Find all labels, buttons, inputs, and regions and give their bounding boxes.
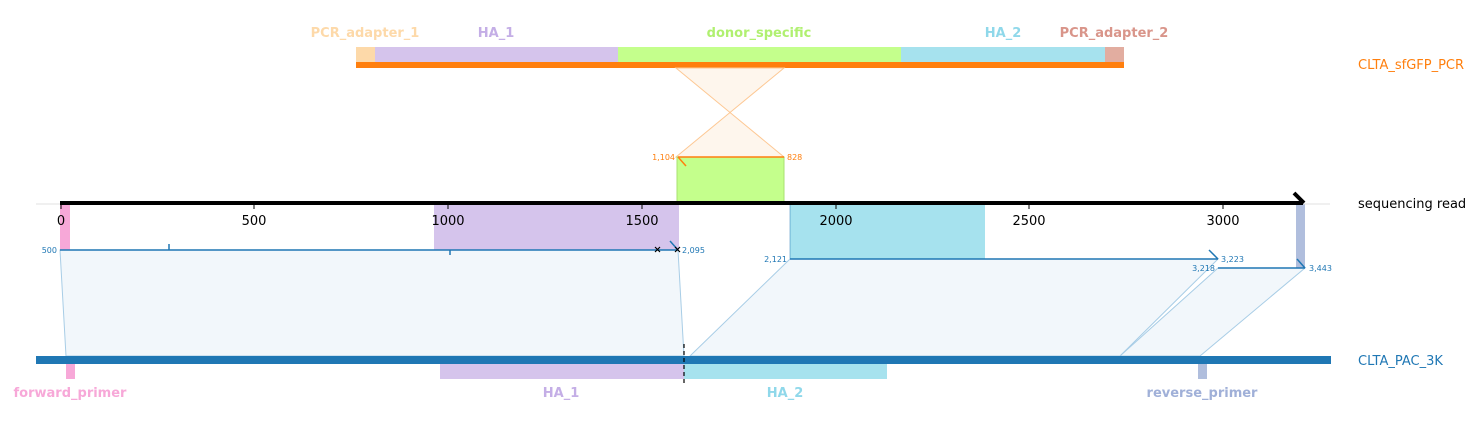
read-feature-ha-2 bbox=[790, 204, 985, 259]
ref-read-alignments: 500 2,095 2,121 3,223 3,218 3,443 bbox=[42, 240, 1332, 357]
read-axis-tick-label: 1500 bbox=[625, 214, 658, 229]
ref-alignment-start-label-1: 500 bbox=[42, 246, 57, 255]
pcr-read-alignment: 1,104 828 bbox=[652, 67, 802, 204]
pcr-alignment-shade bbox=[674, 67, 786, 114]
ref-track-group: forward_primer HA_1 HA_2 reverse_primer … bbox=[14, 344, 1443, 401]
pcr-track-group: PCR_adapter_1 HA_1 donor_specific HA_2 P… bbox=[311, 26, 1464, 73]
ref-alignment-start-label-2: 2,121 bbox=[764, 255, 787, 264]
read-feature-forward-primer bbox=[60, 204, 70, 250]
ref-alignment-end-label-1: 2,095 bbox=[682, 246, 705, 255]
read-axis-tick-label: 500 bbox=[242, 214, 267, 229]
read-direction-arrow-icon bbox=[1292, 191, 1306, 205]
read-axis-tick-label: 1000 bbox=[431, 214, 464, 229]
ref-alignment-start-label-3: 3,218 bbox=[1192, 264, 1215, 273]
ref-feature-forward-primer bbox=[66, 364, 75, 379]
ref-track-name: CLTA_PAC_3K bbox=[1358, 354, 1443, 369]
read-axis: 0 500 1000 1500 2000 2500 3000 sequencin… bbox=[36, 191, 1466, 229]
pcr-feature-pcr-adapter-2 bbox=[1105, 47, 1124, 62]
pcr-feature-label-pcr-adapter-1: PCR_adapter_1 bbox=[311, 26, 420, 41]
read-feature-donor-specific bbox=[676, 156, 785, 204]
ref-alignment-end-label-3: 3,443 bbox=[1309, 264, 1332, 273]
ref-alignment-arrow-icon-3 bbox=[1296, 258, 1306, 269]
pcr-alignment-arrow-icon bbox=[677, 156, 687, 167]
ref-feature-label-reverse-primer: reverse_primer bbox=[1147, 386, 1259, 401]
ref-alignment-arrow-icon-2 bbox=[1208, 249, 1219, 260]
read-axis-tick-label: 0 bbox=[57, 214, 65, 229]
ref-feature-ha-2 bbox=[684, 364, 887, 379]
mismatch-x-icon-1 bbox=[654, 246, 661, 253]
read-axis-ticks bbox=[60, 204, 1224, 209]
ref-feature-label-forward-primer: forward_primer bbox=[14, 386, 128, 401]
ref-alignment-end-label-2: 3,223 bbox=[1221, 255, 1244, 264]
pcr-alignment-end-label: 828 bbox=[787, 153, 802, 162]
pcr-feature-donor-specific bbox=[618, 47, 901, 62]
ref-feature-ha-1 bbox=[440, 364, 684, 379]
pcr-alignment-start-label: 1,104 bbox=[652, 153, 675, 162]
pcr-feature-label-donor-specific: donor_specific bbox=[707, 26, 812, 41]
read-track-name: sequencing read bbox=[1358, 197, 1466, 212]
mismatch-x-icon-2 bbox=[674, 246, 681, 253]
pcr-feature-ha-2 bbox=[901, 47, 1105, 62]
pcr-feature-label-ha-1: HA_1 bbox=[478, 26, 515, 41]
read-feature-reverse-primer bbox=[1296, 204, 1305, 268]
pcr-feature-ha-1 bbox=[375, 47, 618, 62]
pcr-feature-label-pcr-adapter-2: PCR_adapter_2 bbox=[1060, 26, 1169, 41]
read-features bbox=[60, 204, 1305, 268]
pcr-feature-label-ha-2: HA_2 bbox=[985, 26, 1022, 41]
pcr-alignment-shade-lower bbox=[674, 111, 786, 158]
read-feature-ha-1 bbox=[434, 204, 679, 250]
pcr-track-line bbox=[356, 62, 1124, 68]
pcr-track-name: CLTA_sfGFP_PCR bbox=[1358, 58, 1464, 73]
pcr-feature-pcr-adapter-1 bbox=[356, 47, 375, 62]
ref-alignment-shade-1 bbox=[59, 249, 685, 357]
ref-feature-reverse-primer bbox=[1198, 364, 1207, 379]
read-axis-tick-label: 3000 bbox=[1206, 214, 1239, 229]
ref-feature-label-ha-1: HA_1 bbox=[543, 386, 580, 401]
ref-feature-label-ha-2: HA_2 bbox=[767, 386, 804, 401]
read-axis-tick-label: 2500 bbox=[1012, 214, 1045, 229]
read-axis-tick-label: 2000 bbox=[819, 214, 852, 229]
